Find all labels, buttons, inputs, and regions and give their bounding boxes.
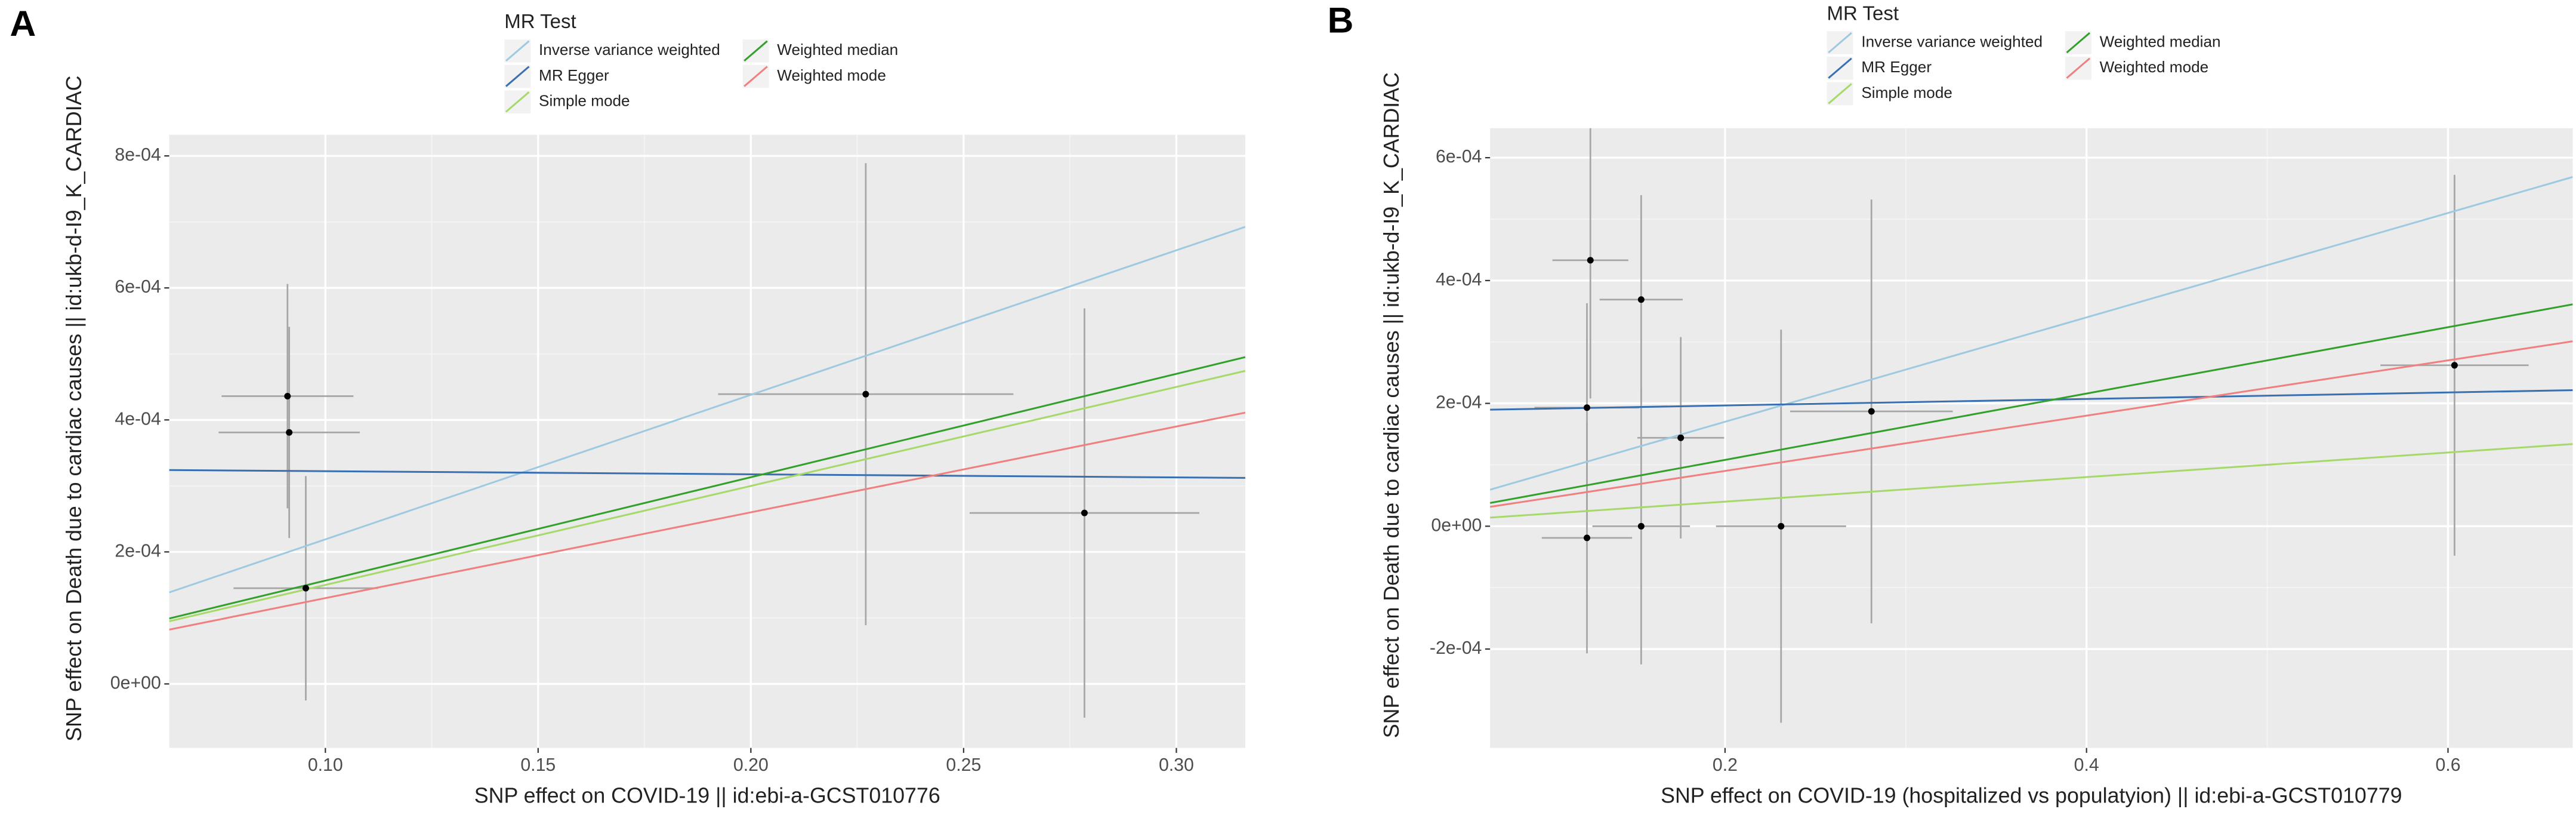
legend-title: MR Test — [504, 10, 576, 32]
panel-tag: A — [10, 3, 36, 44]
mr-line — [1490, 176, 2573, 491]
legend-label: Simple mode — [1861, 84, 1952, 102]
x-tick-label: 0.4 — [2074, 755, 2099, 775]
point — [1868, 408, 1875, 415]
x-tick-label: 0.25 — [946, 755, 981, 775]
legend-title: MR Test — [1827, 2, 1899, 24]
y-tick-label: 6e-04 — [115, 277, 161, 297]
legend-key-line — [2066, 32, 2091, 54]
point — [862, 390, 869, 398]
legend-label: MR Egger — [539, 66, 609, 84]
point — [284, 392, 291, 400]
y-tick-label: 0e+00 — [110, 673, 161, 693]
mr-line — [169, 411, 1245, 631]
legend-key-line — [1828, 32, 1852, 54]
legend-key-line — [2066, 57, 2091, 79]
y-tick-label: 4e-04 — [1436, 270, 1482, 290]
panel: -2e-04 0e+00 2e-04 4e-04 6e-04 0.2 0.4 0.6 B SNP … — [1328, 0, 2573, 808]
y-tick-label: 0e+00 — [1431, 515, 1482, 535]
point — [1677, 434, 1685, 441]
legend-label: MR Egger — [1861, 58, 1932, 76]
y-tick-label: 2e-04 — [1436, 393, 1482, 413]
legend-label: Inverse variance weighted — [1861, 32, 2043, 50]
y-axis-title: SNP effect on Death due to cardiac cause… — [1380, 72, 1403, 738]
mr-line — [1490, 443, 2573, 519]
mr-line — [169, 356, 1245, 620]
plot-area — [169, 163, 1245, 718]
point — [1583, 534, 1591, 542]
mr-line — [1490, 303, 2573, 504]
y-tick-label: 2e-04 — [115, 541, 161, 561]
x-axis-title: SNP effect on COVID-19 || id:ebi-a-GCST0… — [474, 784, 940, 808]
legend-key-line — [744, 40, 768, 62]
y-tick-label: -2e-04 — [1430, 638, 1482, 658]
plot-area — [1490, 128, 2573, 723]
legend-label: Simple mode — [539, 92, 630, 110]
point — [302, 585, 309, 592]
legend-label: Weighted mode — [777, 66, 886, 84]
legend-key-line — [505, 40, 530, 62]
y-tick-label: 6e-04 — [1436, 147, 1482, 167]
x-axis-title: SNP effect on COVID-19 (hospitalized vs … — [1661, 784, 2402, 808]
mr-line — [169, 226, 1245, 593]
legend: MR Test Inverse variance weighted MR Egger… — [1827, 2, 2221, 106]
legend-key-line — [505, 66, 530, 87]
y-tick-label: 8e-04 — [115, 145, 161, 165]
x-tick-label: 0.20 — [733, 755, 769, 775]
panel-tag: B — [1328, 0, 1354, 41]
mr-line — [169, 469, 1245, 479]
legend-label: Weighted median — [2100, 32, 2221, 50]
legend: MR Test Inverse variance weighted MR Egger… — [504, 10, 898, 113]
plot-background — [169, 134, 1245, 748]
legend-label: Inverse variance weighted — [539, 41, 720, 59]
point — [286, 429, 293, 436]
mr-line — [169, 370, 1245, 622]
y-axis-title: SNP effect on Death due to cardiac cause… — [62, 76, 86, 742]
legend-key-line — [1828, 57, 1852, 79]
legend-key-line — [1828, 83, 1852, 104]
point — [1583, 404, 1591, 411]
panel: 0e+00 2e-04 4e-04 6e-04 8e-04 0.10 0.15 0.20 0.2… — [10, 3, 1245, 808]
legend-label: Weighted median — [777, 41, 898, 59]
legend-key-line — [505, 91, 530, 113]
x-tick-label: 0.6 — [2435, 755, 2460, 775]
point — [1637, 522, 1645, 530]
point — [1081, 509, 1088, 516]
point — [1587, 257, 1594, 264]
x-tick-label: 0.2 — [1713, 755, 1738, 775]
x-tick-label: 0.15 — [520, 755, 556, 775]
legend-key-line — [744, 66, 768, 87]
legend-label: Weighted mode — [2100, 58, 2209, 76]
point — [1637, 296, 1645, 303]
x-tick-label: 0.30 — [1159, 755, 1194, 775]
y-tick-label: 4e-04 — [115, 409, 161, 429]
point — [2451, 362, 2458, 369]
mr-line — [1490, 389, 2573, 411]
point — [1778, 522, 1785, 530]
x-tick-label: 0.10 — [308, 755, 343, 775]
mr-line — [1490, 340, 2573, 508]
